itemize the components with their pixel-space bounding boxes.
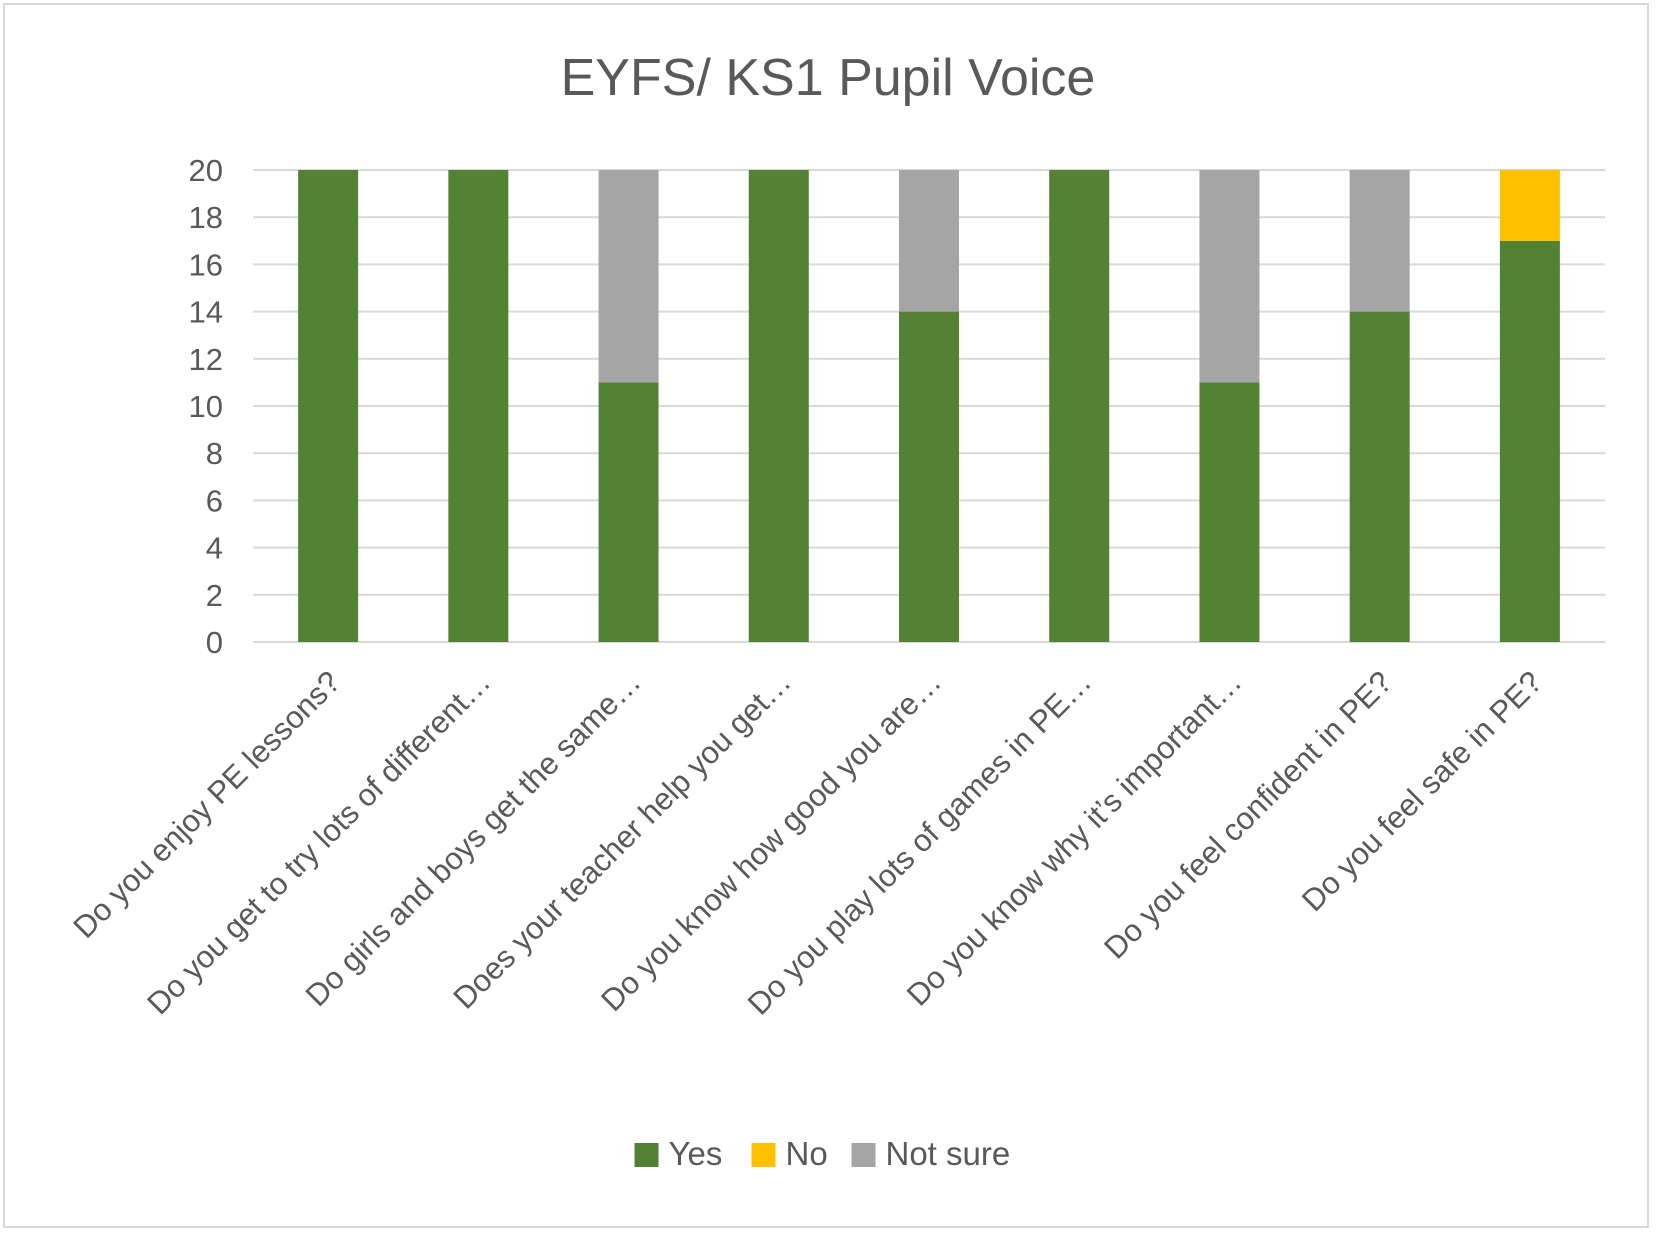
x-category-label: Do you know how good you are…	[594, 664, 948, 1018]
chart-title: EYFS/ KS1 Pupil Voice	[561, 49, 1096, 107]
y-tick-label: 4	[206, 531, 223, 566]
bar-yes	[1349, 311, 1410, 642]
y-tick-label: 2	[206, 578, 223, 613]
legend-swatch-yes	[634, 1143, 659, 1167]
bar-yes	[1499, 240, 1560, 643]
legend-swatch-not-sure	[851, 1143, 876, 1167]
bar-yes	[748, 170, 809, 642]
legend-swatch-no	[751, 1143, 776, 1167]
bar-yes	[1049, 170, 1110, 642]
y-tick-label: 6	[206, 483, 223, 518]
legend: Yes No Not sure	[634, 1135, 1011, 1172]
y-tick-label: 0	[206, 625, 223, 660]
bar-not-sure	[1199, 170, 1260, 383]
bars	[298, 170, 1560, 643]
y-axis-ticks: 0 2 4 6 8 10 12 14 16 18 20	[189, 153, 223, 660]
y-tick-label: 10	[189, 389, 223, 424]
x-category-label: Does your teacher help you get…	[446, 664, 797, 1015]
y-tick-label: 14	[189, 295, 223, 330]
x-category-label: Do you feel safe in PE?	[1295, 664, 1549, 918]
bar-yes	[598, 382, 659, 642]
x-category-label: Do girls and boys get the same…	[299, 664, 648, 1013]
legend-label: Not sure	[886, 1135, 1011, 1172]
y-tick-label: 16	[189, 247, 223, 282]
y-tick-label: 20	[189, 153, 223, 188]
bar-not-sure	[1349, 170, 1410, 312]
x-category-label: Do you feel confident in PE?	[1097, 664, 1398, 965]
x-category-label: Do you know why it’s important…	[900, 664, 1248, 1012]
y-tick-label: 12	[189, 342, 223, 377]
legend-label: No	[786, 1135, 828, 1172]
bar-no	[1499, 170, 1560, 241]
y-tick-label: 8	[206, 436, 223, 471]
bar-yes	[899, 311, 959, 642]
y-tick-label: 18	[189, 200, 223, 235]
x-axis-labels: Do you enjoy PE lessons?Do you get to tr…	[66, 664, 1548, 1021]
bar-not-sure	[598, 170, 659, 383]
bar-not-sure	[899, 170, 959, 312]
bar-yes	[448, 170, 509, 642]
bar-yes	[1199, 382, 1260, 642]
legend-label: Yes	[669, 1135, 723, 1172]
bar-yes	[298, 170, 359, 642]
x-category-label: Do you enjoy PE lessons?	[66, 664, 347, 945]
